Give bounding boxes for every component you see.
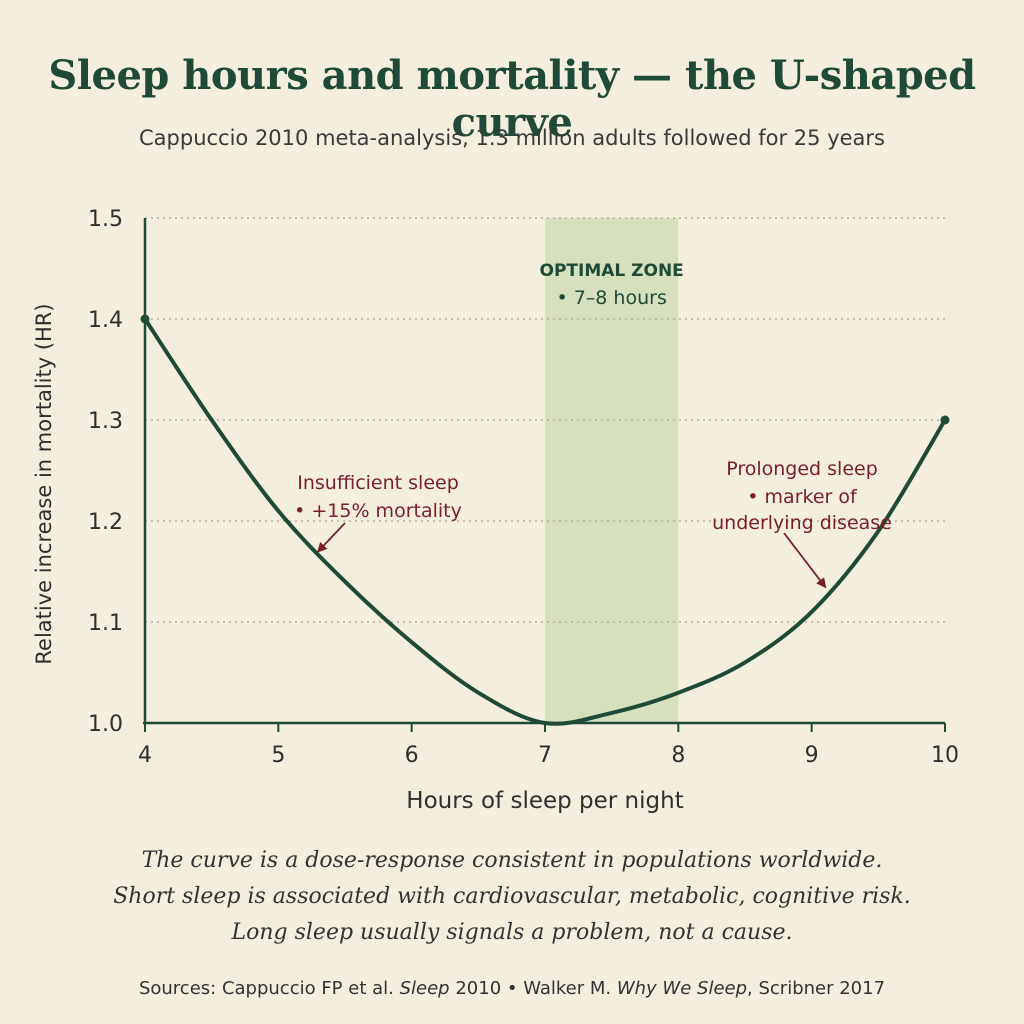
- annotation-text: underlying disease: [712, 512, 892, 534]
- sources: Sources: Cappuccio FP et al. Sleep 2010 …: [0, 978, 1024, 999]
- y-tick-label: 1.0: [88, 712, 123, 737]
- optimal-zone-band: [545, 218, 679, 723]
- note-line: Long sleep usually signals a problem, no…: [231, 920, 793, 945]
- mortality-curve-line: [143, 317, 947, 726]
- note-line: Short sleep is associated with cardiovas…: [113, 884, 911, 909]
- annotation-text: • +15% mortality: [294, 500, 462, 522]
- sources-prefix: Sources: Cappuccio FP et al.: [138, 978, 400, 999]
- annotations: Insufficient sleep • +15% mortality Prolon…: [294, 458, 892, 589]
- tick-labels: 1.0 1.1 1.2 1.3 1.4 1.5 4 5 6 7 8 9 10: [88, 207, 959, 768]
- y-tick-label: 1.3: [88, 409, 123, 434]
- x-tick-label: 5: [271, 743, 285, 768]
- y-tick-label: 1.2: [88, 510, 123, 535]
- y-tick-label: 1.5: [88, 207, 123, 232]
- y-tick-label: 1.4: [88, 308, 123, 333]
- chart-subtitle: Cappuccio 2010 meta-analysis, 1.3 millio…: [139, 126, 885, 150]
- annotation-text: Prolonged sleep: [726, 458, 878, 480]
- annotation-arrow: [316, 522, 346, 553]
- x-axis-label: Hours of sleep per night: [406, 788, 683, 814]
- annotation-text: Insufficient sleep: [297, 472, 459, 494]
- x-tick-label: 8: [671, 743, 685, 768]
- chart-title: Sleep hours and mortality — the U-shaped…: [48, 52, 976, 146]
- sources-mid: 2010 • Walker M.: [449, 978, 617, 999]
- gridlines: [145, 217, 945, 623]
- x-tick-label: 6: [405, 743, 419, 768]
- x-tick-label: 9: [805, 743, 819, 768]
- curve-endpoint: [940, 415, 950, 425]
- sources-work-2: Why We Sleep: [616, 978, 748, 999]
- annotation-arrow: [783, 532, 827, 589]
- y-tick-label: 1.1: [88, 611, 123, 636]
- mortality-curve: [140, 314, 950, 726]
- optimal-zone-label: OPTIMAL ZONE: [540, 261, 684, 281]
- sources-suffix: , Scribner 2017: [747, 978, 886, 999]
- x-tick-label: 7: [538, 743, 552, 768]
- note-line: The curve is a dose-response consistent …: [141, 848, 883, 873]
- notes: The curve is a dose-response consistent …: [0, 843, 1024, 951]
- chart: 1.01.11.21.31.41.54 5 6 7 8 9 10 OPTIMAL ZONE …: [32, 207, 959, 814]
- x-tick-label: 4: [138, 743, 152, 768]
- x-tick-label: 10: [931, 743, 959, 768]
- optimal-zone-sublabel: • 7–8 hours: [556, 287, 666, 309]
- y-axis-label: Relative increase in mortality (HR): [32, 303, 56, 664]
- annotation-text: • marker of: [747, 486, 858, 508]
- curve-endpoint: [140, 314, 150, 324]
- sources-work-1: Sleep: [399, 978, 450, 999]
